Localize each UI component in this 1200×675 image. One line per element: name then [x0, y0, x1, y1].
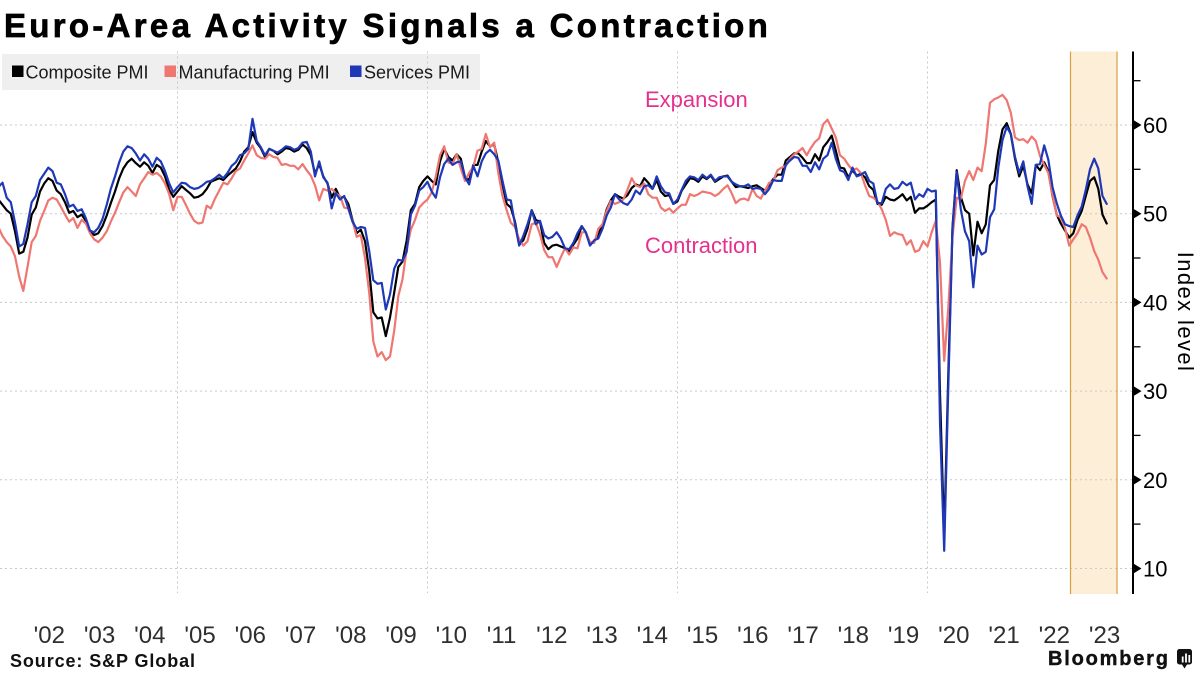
- svg-text:Index level: Index level: [1173, 252, 1198, 373]
- svg-text:'03: '03: [84, 622, 115, 649]
- svg-text:'15: '15: [687, 622, 718, 649]
- svg-text:'08: '08: [335, 622, 366, 649]
- svg-text:'02: '02: [34, 622, 65, 649]
- svg-text:'07: '07: [285, 622, 316, 649]
- svg-text:50: 50: [1143, 202, 1167, 227]
- svg-text:Bloomberg: Bloomberg: [1048, 648, 1170, 670]
- svg-text:20: 20: [1143, 468, 1167, 493]
- svg-text:'20: '20: [938, 622, 969, 649]
- svg-text:Composite PMI: Composite PMI: [26, 63, 149, 83]
- svg-text:'17: '17: [787, 622, 818, 649]
- svg-text:'12: '12: [536, 622, 567, 649]
- svg-text:10: 10: [1143, 557, 1167, 582]
- svg-text:'10: '10: [436, 622, 467, 649]
- svg-text:'09: '09: [385, 622, 416, 649]
- svg-text:'18: '18: [838, 622, 869, 649]
- svg-text:'13: '13: [586, 622, 617, 649]
- svg-text:'11: '11: [487, 622, 517, 649]
- svg-text:40: 40: [1143, 290, 1167, 315]
- svg-text:Euro-Area Activity Signals a C: Euro-Area Activity Signals a Contraction: [4, 7, 771, 44]
- svg-text:Expansion: Expansion: [645, 87, 748, 112]
- svg-text:'05: '05: [184, 622, 215, 649]
- svg-text:Services PMI: Services PMI: [364, 63, 470, 83]
- svg-text:'16: '16: [737, 622, 768, 649]
- svg-text:'19: '19: [888, 622, 919, 649]
- svg-text:Source: S&P Global: Source: S&P Global: [10, 651, 196, 671]
- svg-text:'21: '21: [988, 622, 1019, 649]
- svg-text:'23: '23: [1089, 622, 1120, 649]
- svg-text:'14: '14: [637, 622, 668, 649]
- svg-text:30: 30: [1143, 379, 1167, 404]
- svg-text:60: 60: [1143, 113, 1167, 138]
- svg-text:'22: '22: [1039, 622, 1070, 649]
- svg-text:'04: '04: [134, 622, 165, 649]
- svg-text:Manufacturing PMI: Manufacturing PMI: [179, 63, 330, 83]
- svg-text:Contraction: Contraction: [645, 233, 758, 258]
- svg-text:'06: '06: [235, 622, 266, 649]
